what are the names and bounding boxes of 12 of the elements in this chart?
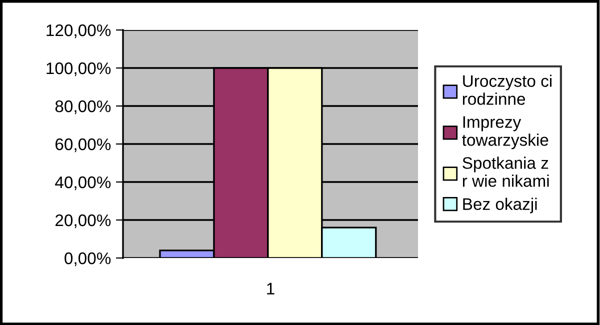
legend-label: Spotkania z r wie nikami [462,156,549,187]
y-tick-label: 20,00% [56,214,111,228]
y-tick-label: 0,00% [64,252,111,266]
y-tick-label: 60,00% [56,138,111,152]
legend-label: Bez okazji [463,198,537,214]
legend-label: Uroczysto ci rodzinne [462,74,552,105]
y-tick-label: 100,00% [46,62,111,76]
legend-label: Imprezy towarzyskie [462,116,548,150]
x-axis-title: 1 [267,282,274,294]
y-tick-label: 120,00% [46,24,111,38]
y-tick-label: 80,00% [55,100,111,114]
y-tick-label: 40,00% [55,176,111,190]
